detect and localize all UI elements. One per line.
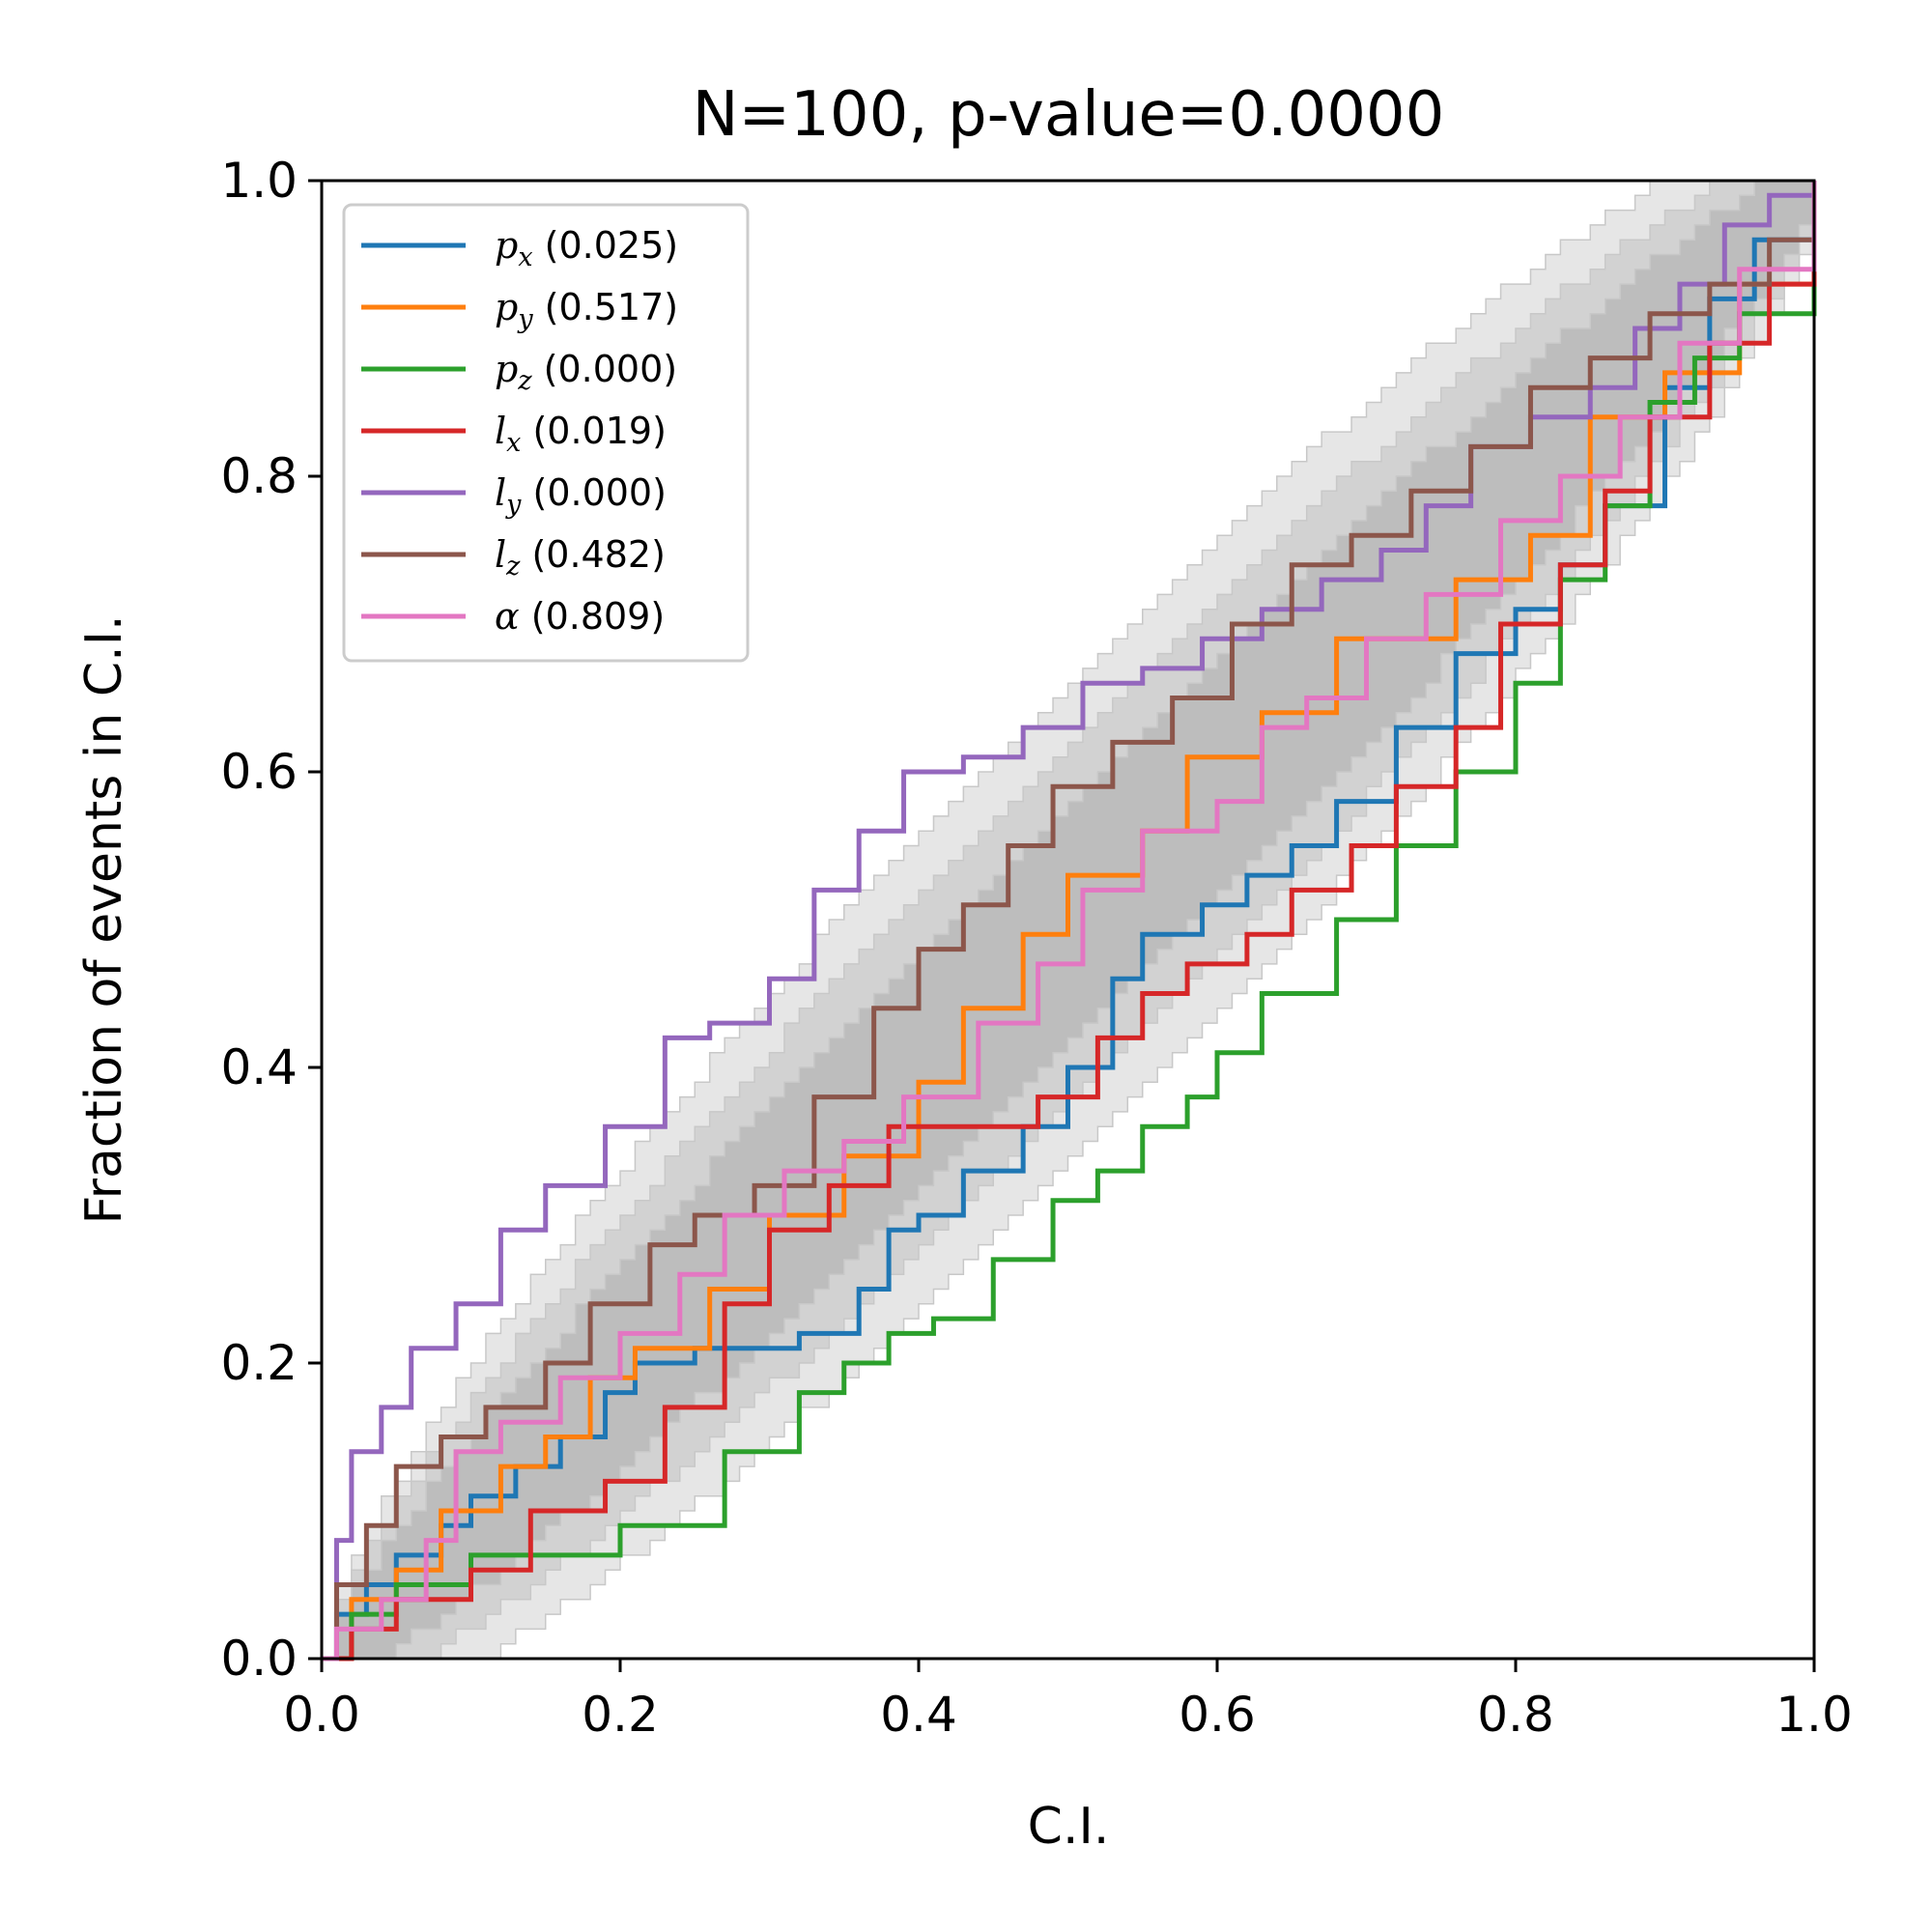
x-tick-label: 0.8	[1477, 1687, 1554, 1743]
y-tick-label: 0.6	[220, 744, 298, 800]
x-tick-label: 0.4	[880, 1687, 957, 1743]
x-tick-label: 0.6	[1179, 1687, 1256, 1743]
y-tick-label: 0.2	[220, 1335, 298, 1391]
x-axis-ticks: 0.0 0.2 0.4 0.6 0.8 1.0	[283, 1659, 1853, 1743]
x-tick-label: 1.0	[1776, 1687, 1853, 1743]
y-tick-label: 1.0	[220, 153, 298, 209]
y-axis-label: Fraction of events in C.I.	[75, 614, 133, 1224]
legend-box	[342, 203, 750, 663]
series-line-y-1	[322, 181, 1817, 1662]
series-line-z-5	[322, 181, 1817, 1662]
plot-frame	[320, 179, 1816, 1661]
legend-label: py (0.517)	[495, 286, 678, 334]
series-line-alpha-6	[322, 181, 1817, 1662]
x-tick-label: 0.2	[582, 1687, 659, 1743]
y-tick-label: 0.8	[220, 448, 298, 504]
legend-label: px (0.025)	[495, 224, 678, 272]
y-tick-label: 0.4	[220, 1039, 298, 1095]
x-tick-label: 0.0	[283, 1687, 360, 1743]
series-line-x-3	[322, 210, 1817, 1662]
legend-label: α (0.809)	[495, 595, 665, 638]
y-axis-ticks: 0.0 0.2 0.4 0.6 0.8 1.0	[220, 153, 322, 1687]
legend-label: pz (0.000)	[495, 348, 677, 396]
legend-label: lx (0.019)	[495, 410, 667, 458]
series-lines	[322, 181, 1817, 1662]
legend-label: ly (0.000)	[495, 471, 667, 520]
series-line-y-4	[322, 181, 1817, 1662]
y-tick-label: 0.0	[220, 1631, 298, 1687]
chart-title: N=100, p-value=0.0000	[693, 79, 1445, 151]
legend-label: lz (0.482)	[495, 533, 666, 582]
x-axis-label: C.I.	[1028, 1798, 1110, 1856]
legend: px (0.025) py (0.517) pz (0.000) lx (0.019)…	[342, 203, 750, 663]
